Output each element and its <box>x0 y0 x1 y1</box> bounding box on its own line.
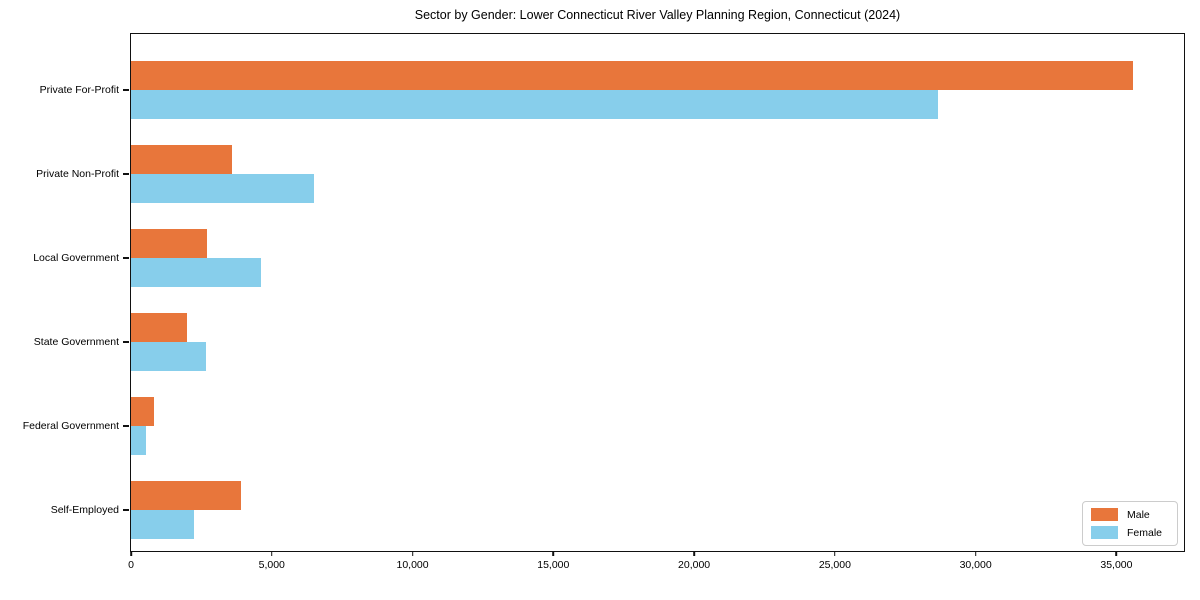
y-tick-mark-private-for-profit <box>123 89 129 91</box>
x-tick-mark-30000 <box>974 551 977 556</box>
bar-female-federal-government <box>131 426 147 455</box>
y-tick-label-state-government: State Government <box>33 336 119 348</box>
x-tick-label-25000: 25,000 <box>818 559 851 571</box>
legend-row-male: Male <box>1091 508 1167 521</box>
x-tick-label-20000: 20,000 <box>678 559 711 571</box>
legend-swatch-female <box>1091 526 1118 539</box>
x-tick-mark-20000 <box>693 551 695 556</box>
bar-male-state-government <box>131 313 188 342</box>
legend: Male Female <box>1082 501 1178 546</box>
legend-swatch-male <box>1091 508 1118 521</box>
legend-row-female: Female <box>1091 526 1167 539</box>
y-tick-mark-local-government <box>123 257 129 259</box>
x-tick-mark-25000 <box>834 551 836 556</box>
x-tick-label-5000: 5,000 <box>258 559 285 571</box>
bar-male-local-government <box>131 229 208 258</box>
legend-label-male: Male <box>1127 508 1150 521</box>
x-tick-mark-5000 <box>270 551 273 556</box>
bar-male-self-employed <box>131 481 241 510</box>
bar-female-private-for-profit <box>131 90 938 119</box>
y-tick-label-federal-government: Federal Government <box>22 420 119 432</box>
bar-female-state-government <box>131 342 206 371</box>
bar-male-private-non-profit <box>131 145 233 174</box>
y-tick-mark-federal-government <box>123 425 129 427</box>
x-tick-mark-35000 <box>1115 551 1118 556</box>
y-tick-mark-private-non-profit <box>123 173 129 175</box>
x-tick-mark-15000 <box>552 551 555 556</box>
legend-label-female: Female <box>1127 526 1163 539</box>
x-tick-label-30000: 30,000 <box>959 559 992 571</box>
x-tick-label-0: 0 <box>128 559 134 571</box>
bar-female-private-non-profit <box>131 174 314 203</box>
x-tick-label-15000: 15,000 <box>537 559 570 571</box>
bar-male-private-for-profit <box>131 61 1134 90</box>
x-tick-mark-10000 <box>411 551 414 556</box>
y-tick-label-local-government: Local Government <box>33 252 119 264</box>
y-tick-mark-self-employed <box>123 509 129 511</box>
plot-area: Male Female Private For-Profit Private Non… <box>23 33 1185 571</box>
y-tick-label-self-employed: Self-Employed <box>50 504 119 516</box>
bar-female-self-employed <box>131 510 195 539</box>
chart-title: Sector by Gender: Lower Connecticut Rive… <box>414 8 901 22</box>
x-tick-mark-0 <box>130 551 132 556</box>
x-tick-label-35000: 35,000 <box>1100 559 1133 571</box>
bar-female-local-government <box>131 258 261 287</box>
y-tick-label-private-non-profit: Private Non-Profit <box>36 168 119 180</box>
x-tick-label-10000: 10,000 <box>396 559 429 571</box>
bar-male-federal-government <box>131 397 154 426</box>
y-tick-label-private-for-profit: Private For-Profit <box>39 84 119 96</box>
y-tick-mark-state-government <box>123 341 129 343</box>
